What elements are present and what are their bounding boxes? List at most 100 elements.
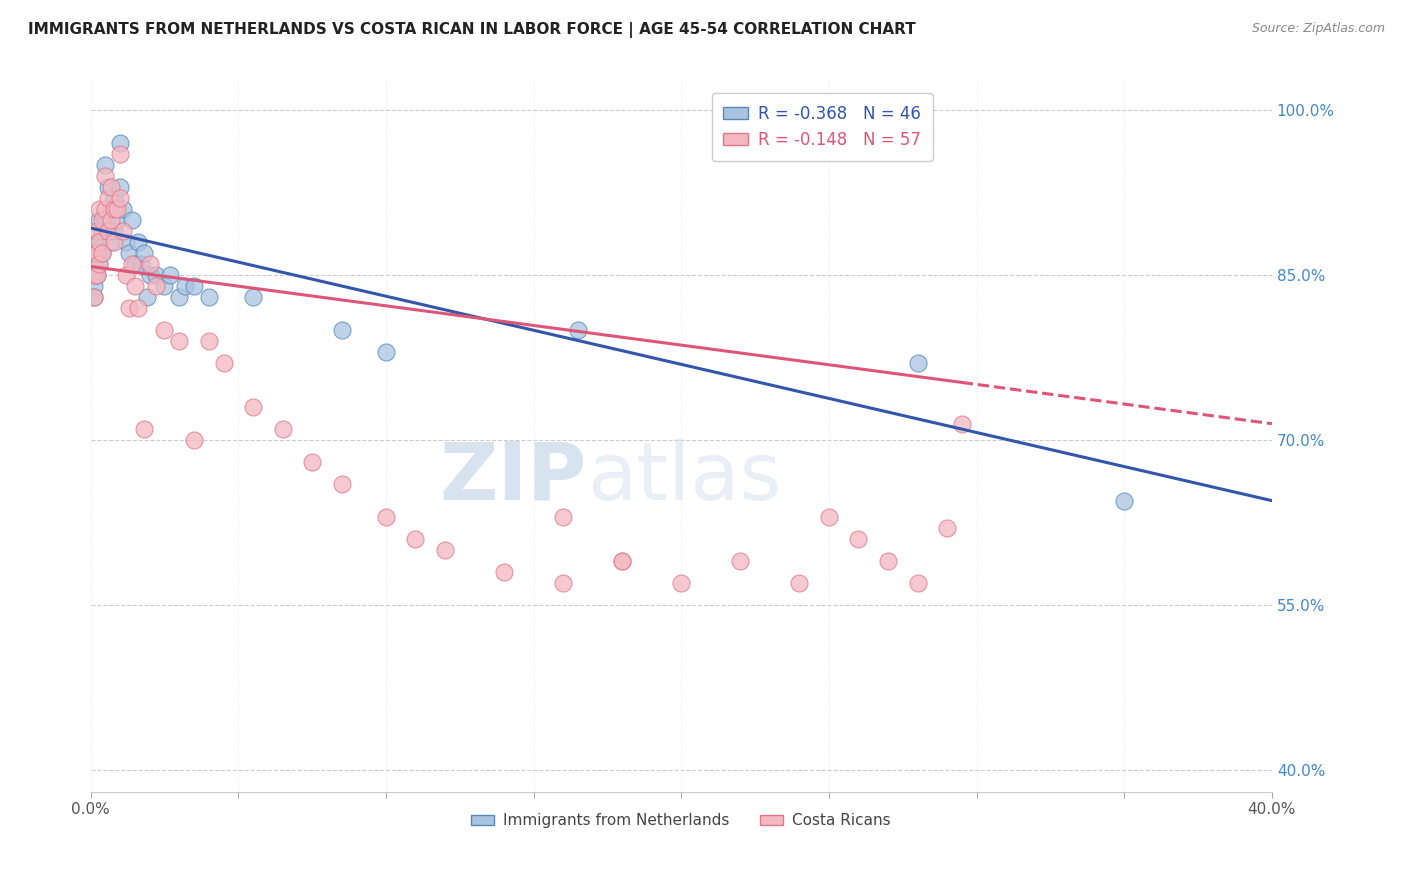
Point — [89, 257, 111, 271]
Point — [138, 257, 160, 271]
Point — [97, 224, 120, 238]
Legend: Immigrants from Netherlands, Costa Ricans: Immigrants from Netherlands, Costa Rican… — [465, 807, 897, 834]
Point — [89, 235, 111, 250]
Point — [159, 268, 181, 283]
Point — [612, 554, 634, 568]
Point — [103, 191, 125, 205]
Point — [671, 576, 693, 591]
Point — [108, 180, 131, 194]
Point — [132, 246, 155, 260]
Point — [138, 268, 160, 283]
Point — [91, 246, 114, 260]
Point — [936, 521, 959, 535]
Point — [129, 257, 152, 271]
Point — [494, 565, 516, 579]
Point — [103, 202, 125, 217]
Point — [404, 532, 426, 546]
Point — [97, 224, 120, 238]
Point — [127, 301, 149, 316]
Point — [86, 224, 108, 238]
Point — [124, 257, 146, 271]
Text: IMMIGRANTS FROM NETHERLANDS VS COSTA RICAN IN LABOR FORCE | AGE 45-54 CORRELATIO: IMMIGRANTS FROM NETHERLANDS VS COSTA RIC… — [28, 22, 915, 38]
Point — [907, 356, 929, 370]
Point — [94, 213, 117, 227]
Point — [97, 191, 120, 205]
Point — [89, 257, 111, 271]
Point — [950, 417, 973, 431]
Point — [242, 290, 264, 304]
Point — [86, 246, 108, 260]
Point — [83, 290, 105, 304]
Point — [91, 213, 114, 227]
Point — [97, 180, 120, 194]
Point — [174, 279, 197, 293]
Point — [94, 202, 117, 217]
Point — [553, 510, 575, 524]
Point — [789, 576, 811, 591]
Point — [103, 224, 125, 238]
Point — [153, 279, 176, 293]
Point — [89, 213, 111, 227]
Point — [89, 235, 111, 250]
Point — [145, 268, 167, 283]
Point — [242, 401, 264, 415]
Point — [100, 180, 122, 194]
Point — [197, 334, 219, 349]
Point — [907, 576, 929, 591]
Point — [330, 323, 353, 337]
Point — [108, 147, 131, 161]
Point — [183, 433, 205, 447]
Point — [121, 213, 143, 227]
Point — [127, 235, 149, 250]
Point — [83, 246, 105, 260]
Point — [212, 356, 235, 370]
Point — [108, 136, 131, 151]
Point — [374, 510, 396, 524]
Point — [124, 279, 146, 293]
Point — [434, 543, 457, 558]
Point — [112, 202, 135, 217]
Point — [89, 202, 111, 217]
Point — [86, 268, 108, 283]
Point — [86, 268, 108, 283]
Point — [105, 213, 128, 227]
Point — [153, 323, 176, 337]
Text: Source: ZipAtlas.com: Source: ZipAtlas.com — [1251, 22, 1385, 36]
Point — [567, 323, 589, 337]
Point — [115, 268, 138, 283]
Point — [91, 224, 114, 238]
Point — [100, 235, 122, 250]
Point — [112, 224, 135, 238]
Point — [105, 202, 128, 217]
Point — [818, 510, 841, 524]
Point — [83, 279, 105, 293]
Point — [271, 422, 294, 436]
Point — [553, 576, 575, 591]
Point — [121, 257, 143, 271]
Point — [730, 554, 752, 568]
Point — [877, 554, 900, 568]
Point — [83, 290, 105, 304]
Point — [83, 246, 105, 260]
Point — [118, 246, 141, 260]
Point — [83, 268, 105, 283]
Point — [100, 202, 122, 217]
Point — [135, 290, 157, 304]
Text: atlas: atlas — [586, 439, 782, 516]
Point — [83, 257, 105, 271]
Point — [86, 235, 108, 250]
Point — [115, 235, 138, 250]
Point — [183, 279, 205, 293]
Text: ZIP: ZIP — [440, 439, 586, 516]
Point — [301, 455, 323, 469]
Point — [197, 290, 219, 304]
Point — [167, 290, 190, 304]
Point — [118, 301, 141, 316]
Point — [374, 345, 396, 359]
Point — [167, 334, 190, 349]
Point — [100, 213, 122, 227]
Point — [330, 477, 353, 491]
Point — [848, 532, 870, 546]
Point — [86, 246, 108, 260]
Point — [612, 554, 634, 568]
